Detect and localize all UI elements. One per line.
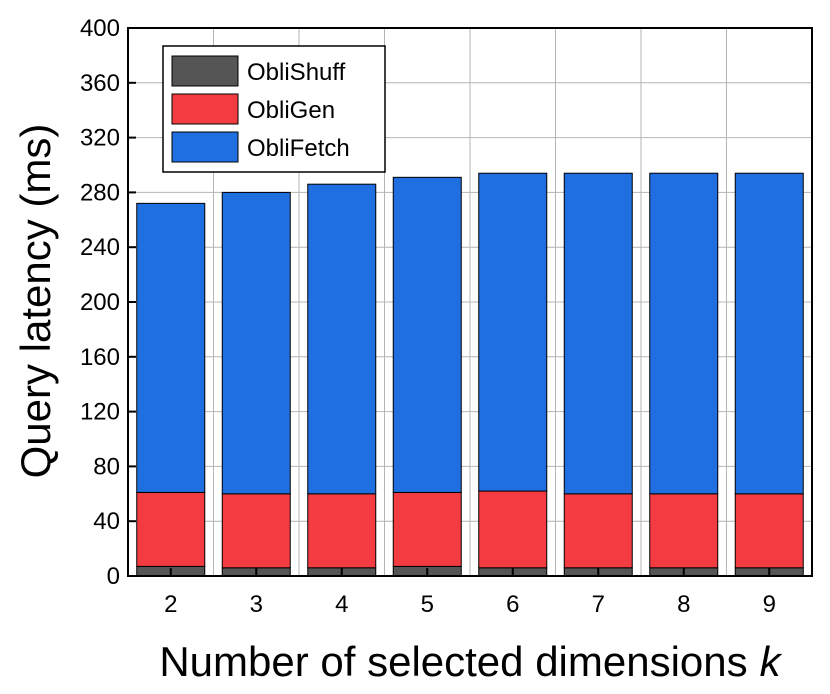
y-tick-label: 40 [93, 508, 120, 535]
bar-oblifetch-2 [136, 202, 206, 493]
x-axis-title-text: Number of selected dimensions [159, 638, 747, 685]
bar-oblifetch-8 [649, 172, 719, 495]
bar-oblifetch-7 [563, 172, 633, 495]
y-tick-label: 320 [80, 125, 120, 152]
y-tick-label: 80 [93, 453, 120, 480]
y-tick-label: 280 [80, 179, 120, 206]
bar-obligen-9 [734, 493, 804, 569]
bar-oblifetch-3 [221, 191, 291, 495]
legend-label-obligen: ObliGen [247, 97, 335, 124]
y-tick-label: 120 [80, 399, 120, 426]
bar-oblifetch-5 [392, 176, 462, 493]
x-tick-label: 5 [421, 591, 434, 618]
bar-obligen-3 [221, 493, 291, 569]
bar-obligen-5 [392, 491, 462, 567]
x-axis-title-variable: k [760, 638, 783, 685]
y-tick-label: 200 [80, 289, 120, 316]
legend-label-oblifetch: ObliFetch [247, 135, 350, 162]
bar-obligen-4 [307, 493, 377, 569]
x-tick-label: 8 [677, 591, 690, 618]
y-tick-label: 240 [80, 234, 120, 261]
bar-oblifetch-6 [478, 172, 548, 492]
bar-obligen-2 [136, 491, 206, 567]
y-tick-label: 0 [107, 563, 120, 590]
x-tick-label: 3 [250, 591, 263, 618]
bar-obligen-7 [563, 493, 633, 569]
x-tick-label: 9 [763, 591, 776, 618]
x-axis-title: Number of selected dimensions k [159, 638, 782, 685]
bar-obligen-6 [478, 490, 548, 569]
legend: ObliShuff ObliGen ObliFetch [162, 45, 386, 173]
x-tick-label: 6 [506, 591, 519, 618]
bar-oblifetch-9 [734, 172, 804, 495]
y-tick-label: 400 [80, 15, 120, 42]
y-tick-label: 360 [80, 70, 120, 97]
legend-swatch-oblishuff [171, 55, 239, 87]
y-tick-label: 160 [80, 344, 120, 371]
legend-swatch-obligen [171, 93, 239, 125]
bar-obligen-8 [649, 493, 719, 569]
x-tick-label: 2 [164, 591, 177, 618]
bar-oblifetch-4 [307, 183, 377, 495]
y-axis-title: Query latency (ms) [12, 124, 59, 479]
axis-ticks: 0 40 80 120 160 200 240 280 320 360 400 2 3 4 5 6 7 8 9 [80, 15, 776, 618]
x-tick-label: 4 [335, 591, 348, 618]
x-tick-label: 7 [592, 591, 605, 618]
legend-label-oblishuff: ObliShuff [247, 59, 346, 86]
legend-swatch-oblifetch [171, 131, 239, 163]
